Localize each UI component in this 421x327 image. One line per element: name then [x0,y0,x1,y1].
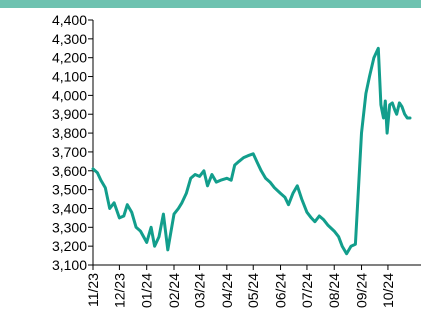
x-tick-label: 04/24 [219,273,235,308]
y-tick-label: 3,500 [52,182,87,198]
x-tick-label: 02/24 [166,273,182,308]
x-tick-label: 09/24 [354,273,370,308]
x-tick-label: 07/24 [299,273,315,308]
y-tick-label: 4,000 [52,87,87,103]
x-tick-label: 10/24 [380,273,396,308]
y-tick-label: 3,200 [52,238,87,254]
y-tick-label: 3,800 [52,125,87,141]
x-tick-label: 05/24 [245,273,261,308]
y-tick-label: 4,400 [52,12,87,28]
series-line [91,46,412,256]
x-tick-label: 11/23 [85,273,101,307]
x-tick-label: 01/24 [139,273,155,308]
y-tick-label: 3,700 [52,144,87,160]
y-tick-label: 3,400 [52,200,87,216]
top-accent-band [0,0,421,8]
y-tick-label: 4,300 [52,31,87,47]
x-tick-label: 03/24 [192,273,208,308]
x-tick-label: 08/24 [326,273,342,308]
y-tick-label: 3,900 [52,106,87,122]
y-tick-label: 3,300 [52,219,87,235]
y-tick-label: 4,200 [52,50,87,66]
y-tick-label: 3,600 [52,163,87,179]
y-tick-label: 4,100 [52,69,87,85]
y-tick-label: 3,100 [52,257,87,273]
x-tick-label: 06/24 [273,273,289,308]
x-tick-label: 12/23 [111,273,127,308]
